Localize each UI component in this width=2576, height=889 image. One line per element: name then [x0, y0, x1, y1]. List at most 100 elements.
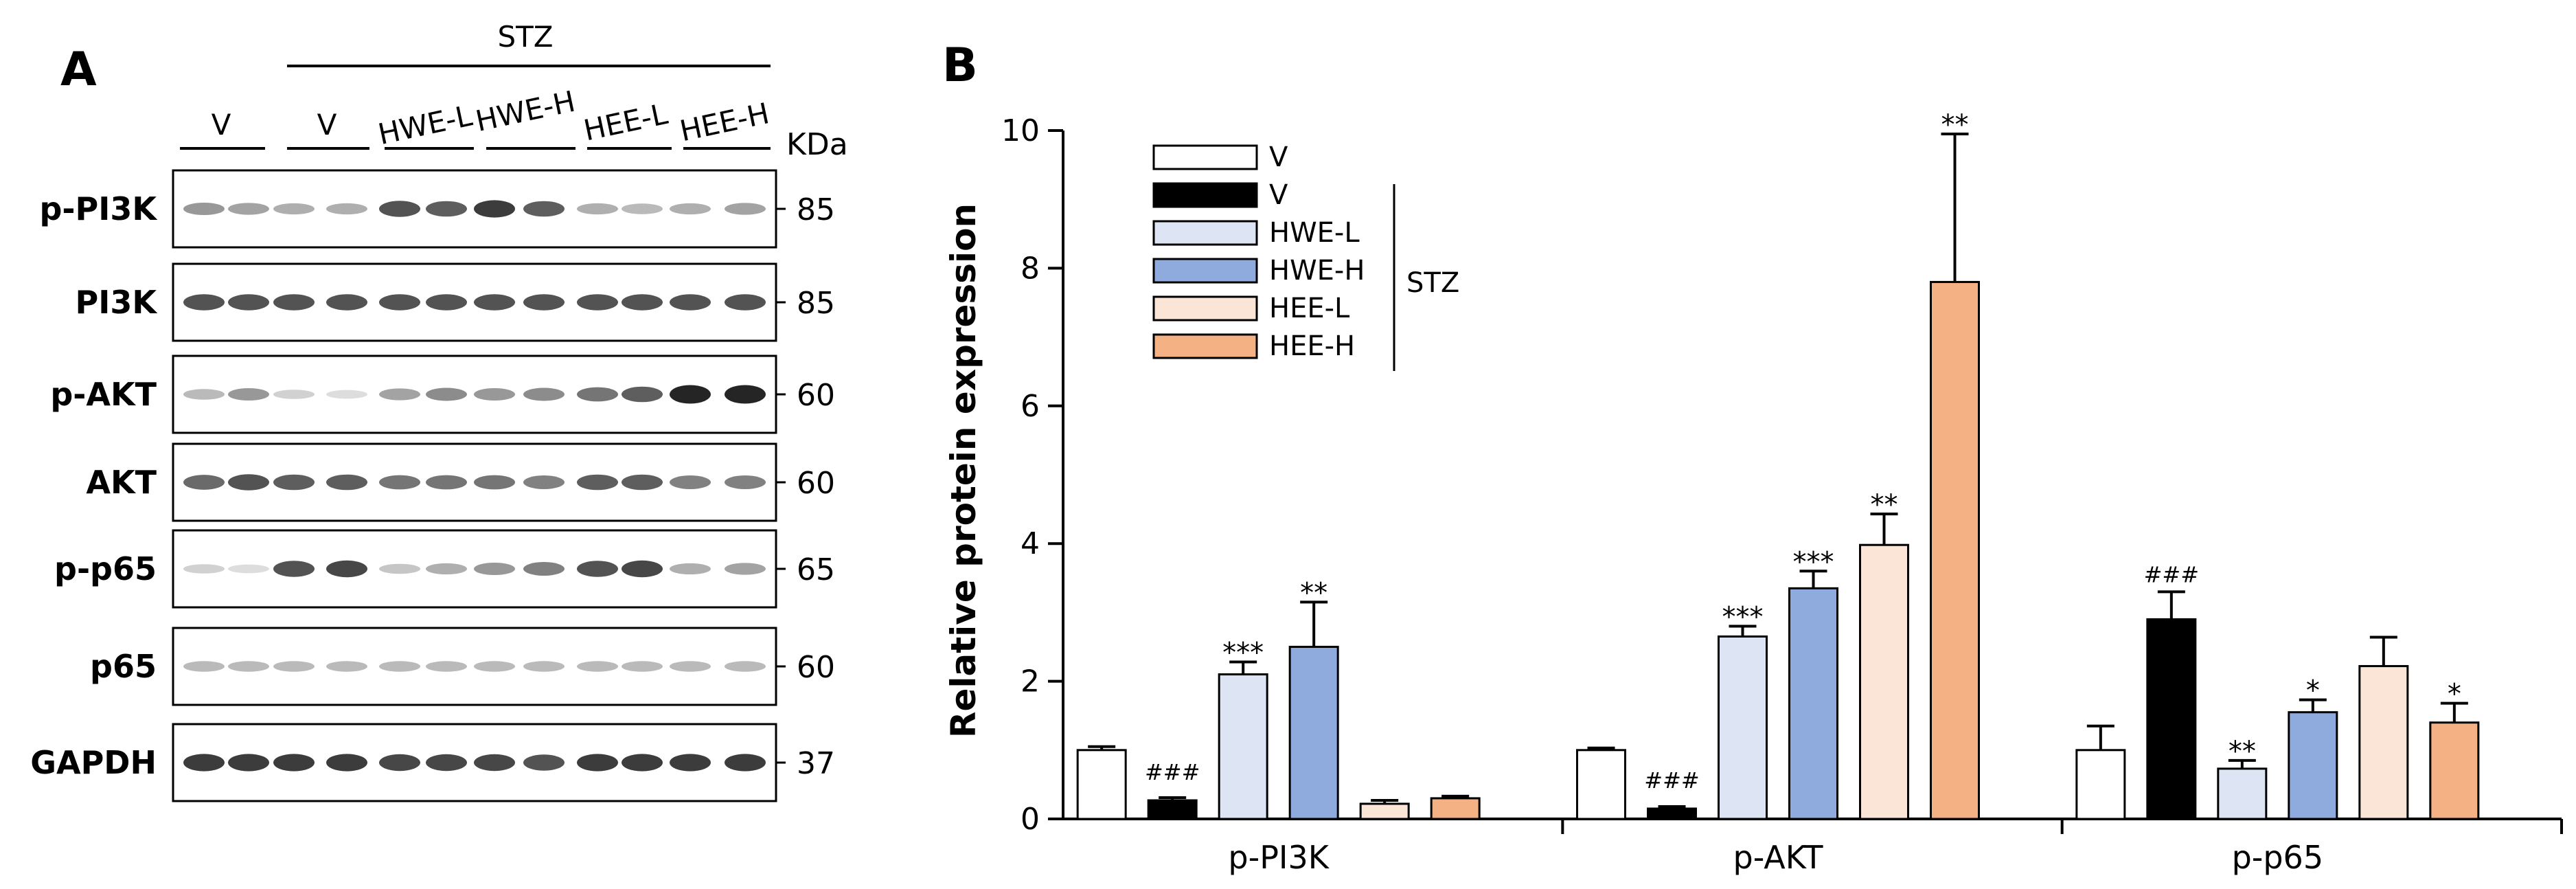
blot-band	[183, 564, 225, 574]
blot-band	[228, 474, 269, 491]
panel-b-label: B	[942, 38, 978, 93]
legend-swatch	[1152, 144, 1258, 170]
bar	[1576, 749, 1626, 820]
lane-label-hee-h: HEE-H	[677, 96, 773, 148]
blot-band	[622, 474, 663, 491]
blot-band	[379, 475, 420, 490]
blot-band	[228, 203, 269, 215]
y-tick-label: 6	[1021, 389, 1040, 424]
blot-band	[523, 201, 565, 217]
blot-band	[622, 560, 663, 578]
lane-label-hee-l: HEE-L	[581, 97, 671, 148]
x-axis: p-PI3K p-AKT p-p65	[1063, 818, 2563, 876]
blot-band	[273, 203, 315, 215]
legend-swatch	[1152, 182, 1258, 208]
significance-label: *	[2448, 679, 2461, 710]
blot-band	[670, 475, 711, 489]
blot-row-label: GAPDH	[30, 744, 157, 781]
blot-band	[228, 754, 269, 772]
stz-header-label: STZ	[497, 20, 553, 54]
blot-band	[622, 754, 663, 772]
blot-band	[273, 390, 315, 399]
bars: ###*****###**********###*** *	[1076, 109, 2480, 820]
blot-band	[474, 294, 515, 311]
blot-band	[474, 754, 515, 772]
bar	[2146, 618, 2197, 820]
bar	[1788, 587, 1838, 820]
legend-entry-label: V	[1269, 179, 1288, 211]
legend-entry-label: HWE-H	[1269, 255, 1365, 286]
bar	[2075, 749, 2126, 820]
blot-band	[183, 294, 225, 311]
lane-label-hwe-l: HWE-L	[375, 98, 475, 151]
legend-group-label: STZ	[1406, 267, 1459, 299]
significance-label: **	[1941, 109, 1969, 141]
blot-band	[228, 294, 269, 311]
blot-band	[725, 385, 766, 404]
blot-band	[577, 203, 618, 215]
bar	[1718, 635, 1768, 820]
y-tick-label: 8	[1021, 251, 1040, 286]
blot-band	[326, 754, 367, 772]
panel-b: B Relative protein expression 0 2 4 6 8 10 p-…	[942, 38, 2563, 876]
blot-band	[670, 203, 711, 215]
blot-rows: p-PI3K 85 PI3K 85 p-AKT 60 AKT 60 p-p65 65 p65 60 GA…	[30, 169, 835, 802]
legend-entry-label: HEE-H	[1269, 330, 1355, 362]
blot-band	[228, 661, 269, 672]
bar	[1076, 749, 1127, 820]
legend-entry-label: V	[1269, 142, 1288, 173]
bar	[1430, 797, 1481, 820]
blot-band	[670, 294, 711, 311]
bar	[1218, 673, 1268, 820]
blot-band	[379, 563, 420, 574]
legend-swatch	[1152, 333, 1258, 359]
blot-band	[670, 661, 711, 672]
blot-band	[273, 561, 315, 577]
blot-band	[228, 387, 269, 401]
significance-label: **	[1300, 577, 1327, 609]
blot-band	[577, 561, 618, 577]
blot-band	[474, 475, 515, 490]
bar	[1147, 799, 1198, 820]
blot-band	[183, 661, 225, 672]
blot-row-label: p-AKT	[50, 376, 157, 413]
blot-band	[577, 294, 618, 311]
significance-label: *	[2306, 675, 2320, 707]
blot-band	[622, 386, 663, 403]
legend: VV HWE-L HWE-H HEE-L HEE-H STZ	[1152, 142, 1459, 371]
blot-band	[379, 388, 420, 401]
legend-swatch	[1152, 220, 1258, 246]
panel-a-label: A	[60, 43, 97, 97]
blot-band	[426, 754, 467, 772]
blot-band	[725, 475, 766, 489]
blot-band	[426, 563, 467, 575]
blot-band	[577, 661, 618, 672]
blot-kda-value: 65	[797, 552, 835, 587]
blot-band	[426, 294, 467, 311]
bar	[1930, 280, 1980, 820]
y-axis-label: Relative protein expression	[944, 203, 983, 738]
blot-band	[326, 560, 367, 578]
blot-band	[326, 474, 367, 491]
blot-band	[379, 661, 420, 672]
legend-swatch	[1152, 295, 1258, 322]
blot-band	[326, 661, 367, 672]
legend-entry-label: HEE-L	[1269, 293, 1350, 324]
bar	[1359, 802, 1410, 820]
blot-band	[725, 661, 766, 672]
blot-row-label: PI3K	[76, 284, 159, 321]
blot-band	[426, 661, 467, 672]
blot-band	[273, 661, 315, 672]
blot-band	[326, 294, 367, 311]
blot-band	[183, 754, 225, 772]
blot-band	[622, 661, 663, 672]
blot-band	[183, 389, 225, 400]
blot-band	[474, 661, 515, 672]
blot-band	[725, 203, 766, 215]
bar	[2217, 767, 2268, 820]
blot-band	[523, 562, 565, 576]
x-category-label: p-p65	[2232, 839, 2324, 876]
bar	[2358, 665, 2409, 820]
significance-label: **	[2229, 736, 2256, 767]
y-axis: 0 2 4 6 8 10	[1001, 113, 1064, 837]
